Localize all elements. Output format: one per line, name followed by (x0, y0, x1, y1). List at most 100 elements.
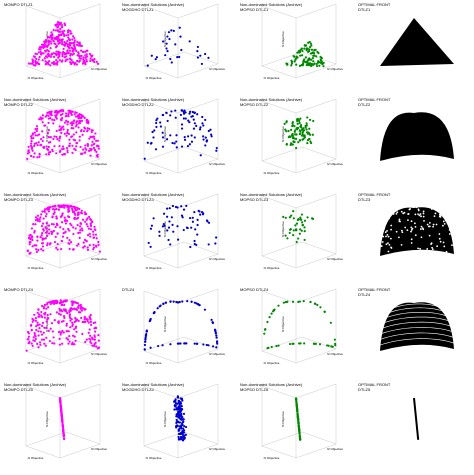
data-point (90, 148, 93, 151)
axes-box: f1 Objective f2 Objective f3 Objective (25, 383, 107, 460)
data-point (70, 318, 73, 321)
data-point (89, 334, 92, 337)
data-point (72, 127, 75, 130)
data-point (202, 135, 205, 138)
data-point (177, 405, 180, 408)
data-point (66, 219, 69, 222)
data-point (288, 342, 292, 346)
front-hole (422, 212, 425, 215)
data-point (185, 226, 189, 229)
data-point (96, 139, 99, 142)
data-point (43, 210, 46, 213)
data-point (60, 303, 63, 307)
data-point (46, 242, 49, 245)
front-hole (448, 229, 451, 231)
data-point (46, 244, 49, 247)
data-point (58, 59, 61, 62)
data-point (299, 117, 302, 120)
data-point (60, 247, 63, 251)
data-point (47, 114, 50, 117)
data-point (72, 119, 76, 123)
z-axis-label: f3 Objective (163, 31, 167, 47)
axis-edge (295, 193, 337, 209)
front-hole (426, 223, 429, 226)
data-point (72, 133, 75, 136)
data-point (66, 206, 69, 209)
axes-box: f1 Objective f2 Objective f3 Objective (261, 3, 343, 80)
panel-title-line: Non-dominated Solutions (Archive) (4, 192, 67, 197)
data-point (85, 58, 88, 61)
data-point (168, 220, 171, 223)
data-point (85, 223, 88, 226)
data-point (71, 47, 74, 50)
data-point (333, 338, 336, 341)
data-point (60, 300, 63, 303)
front-hole (432, 225, 435, 228)
data-point (45, 221, 48, 225)
data-point (65, 322, 68, 325)
data-point (47, 54, 51, 57)
data-point (180, 145, 184, 148)
data-point (149, 346, 152, 349)
data-point (44, 39, 47, 42)
data-point (68, 142, 71, 145)
data-point (93, 60, 96, 64)
data-point (169, 243, 172, 246)
axis-edge (261, 51, 303, 67)
data-point (169, 343, 172, 346)
data-point (37, 141, 40, 144)
data-point (52, 223, 55, 226)
data-point (43, 326, 46, 329)
data-point (184, 425, 188, 429)
data-point (46, 131, 49, 135)
data-point (171, 204, 174, 208)
front-surface (380, 18, 454, 66)
panel-4-0: Non-dominated Solutions (Archive) MOMPO D… (0, 380, 118, 475)
data-point (327, 344, 330, 347)
data-point (42, 46, 45, 49)
data-point (170, 29, 173, 32)
data-point (57, 56, 60, 59)
data-point (86, 129, 89, 133)
data-point (156, 307, 159, 310)
data-point (95, 345, 98, 348)
data-point (83, 126, 86, 129)
data-point (176, 56, 179, 59)
data-point (169, 134, 172, 137)
data-point (43, 313, 46, 316)
data-point (72, 232, 75, 236)
front-hole (417, 247, 420, 250)
data-point (179, 409, 183, 412)
data-point (85, 53, 88, 56)
y-axis-label: f2 Objective (327, 162, 343, 166)
data-point (299, 54, 302, 57)
data-point (73, 63, 76, 66)
data-point (51, 342, 54, 345)
axes-box: f1 Objective f2 Objective f3 Objective (25, 3, 107, 80)
data-point (71, 334, 75, 337)
front-hole (385, 243, 388, 246)
panel-3-1: DTLZ4 f1 Objective f2 Objective f3 Objectiv… (118, 285, 236, 380)
data-point (61, 420, 64, 423)
x-axis-label: f1 Objective (146, 171, 162, 175)
data-point (51, 216, 54, 219)
data-point (92, 233, 95, 236)
data-point (182, 418, 185, 421)
data-point (93, 228, 96, 231)
data-point (74, 115, 78, 118)
data-point (75, 319, 78, 323)
panel-title-line: OPTIMAL FRONT (358, 287, 391, 292)
data-point (28, 252, 31, 255)
data-point (68, 229, 71, 232)
data-point (303, 219, 307, 222)
axis-edge (143, 290, 179, 304)
data-point (61, 109, 65, 112)
data-point (34, 134, 37, 137)
z-axis-label: f3 Objective (281, 411, 285, 427)
x-axis-label: f1 Objective (264, 266, 280, 270)
panel-title-line: DTLZ4 (122, 287, 135, 292)
data-point (60, 131, 63, 134)
data-point (296, 122, 299, 125)
data-point (59, 313, 62, 316)
y-axis-label: f2 Objective (91, 352, 107, 356)
